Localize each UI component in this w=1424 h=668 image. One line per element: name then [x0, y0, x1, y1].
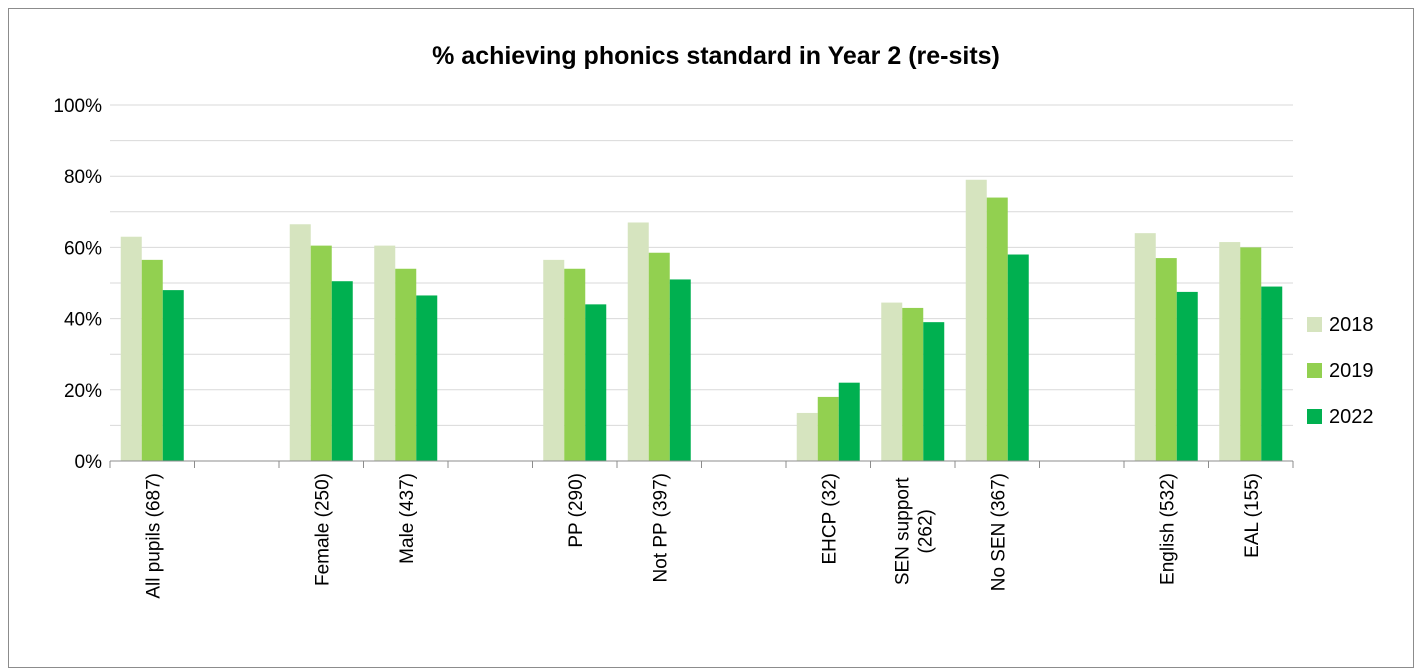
x-category-label: Not PP (397)	[650, 473, 671, 582]
bar-2022	[585, 304, 607, 461]
legend-label-2022: 2022	[1329, 406, 1374, 428]
bar-2018	[120, 236, 142, 461]
bar-2018	[1134, 233, 1156, 461]
x-category-label: All pupils (687)	[143, 473, 164, 599]
bar-2018	[627, 222, 649, 461]
bar-2022	[416, 295, 438, 461]
bar-2018	[881, 302, 903, 461]
bar-2018	[543, 259, 565, 461]
bar-2022	[838, 382, 860, 461]
bar-2019	[1155, 258, 1177, 461]
legend-label-2018: 2018	[1329, 314, 1374, 336]
x-category-label: English (532)	[1157, 473, 1178, 585]
bar-2018	[374, 245, 396, 461]
gridlines	[110, 104, 1293, 426]
y-tick-label: 0%	[75, 452, 103, 473]
bar-2019	[986, 197, 1008, 461]
bar-2019	[564, 268, 586, 461]
y-tick-label: 20%	[64, 381, 102, 402]
bar-2019	[310, 245, 332, 461]
bar-2022	[162, 290, 184, 461]
y-tick-label: 80%	[64, 167, 102, 188]
y-tick-label: 60%	[64, 238, 102, 259]
bar-2022	[1261, 286, 1283, 461]
bar-2022	[331, 281, 353, 461]
bar-2019	[902, 307, 924, 461]
bar-2019	[648, 252, 670, 461]
chart-title: % achieving phonics standard in Year 2 (…	[432, 42, 1000, 70]
x-category-label: EAL (155)	[1242, 473, 1263, 558]
bar-2018	[1219, 242, 1241, 461]
bars	[120, 179, 1283, 461]
bar-2019	[395, 268, 417, 461]
bar-2019	[817, 396, 839, 461]
legend-swatch-2022	[1307, 409, 1322, 424]
bar-2022	[669, 279, 691, 461]
bar-2019	[1240, 247, 1262, 461]
bar-2018	[965, 179, 987, 461]
x-category-label: SEN support (262)	[892, 477, 936, 585]
x-category-label: No SEN (367)	[988, 473, 1009, 591]
bar-2019	[141, 259, 163, 461]
x-axis: All pupils (687) Female (250) Male (437) PP…	[109, 460, 1294, 599]
bar-2022	[923, 322, 945, 461]
x-category-label: EHCP (32)	[819, 473, 840, 565]
legend-label-2019: 2019	[1329, 360, 1374, 382]
y-axis-ticks: 0% 20% 40% 60% 80% 100%	[53, 96, 102, 473]
legend-swatch-2018	[1307, 317, 1322, 332]
legend: 2018 2019 2022	[1307, 314, 1374, 428]
bar-2018	[796, 412, 818, 461]
bar-2022	[1176, 291, 1198, 461]
y-tick-label: 40%	[64, 310, 102, 331]
bar-2022	[1007, 254, 1029, 461]
bar-2018	[289, 224, 311, 461]
x-category-label: PP (290)	[566, 473, 587, 548]
legend-swatch-2019	[1307, 363, 1322, 378]
x-category-label: Female (250)	[312, 473, 333, 586]
y-tick-label: 100%	[53, 96, 102, 117]
x-category-label: Male (437)	[397, 473, 418, 564]
